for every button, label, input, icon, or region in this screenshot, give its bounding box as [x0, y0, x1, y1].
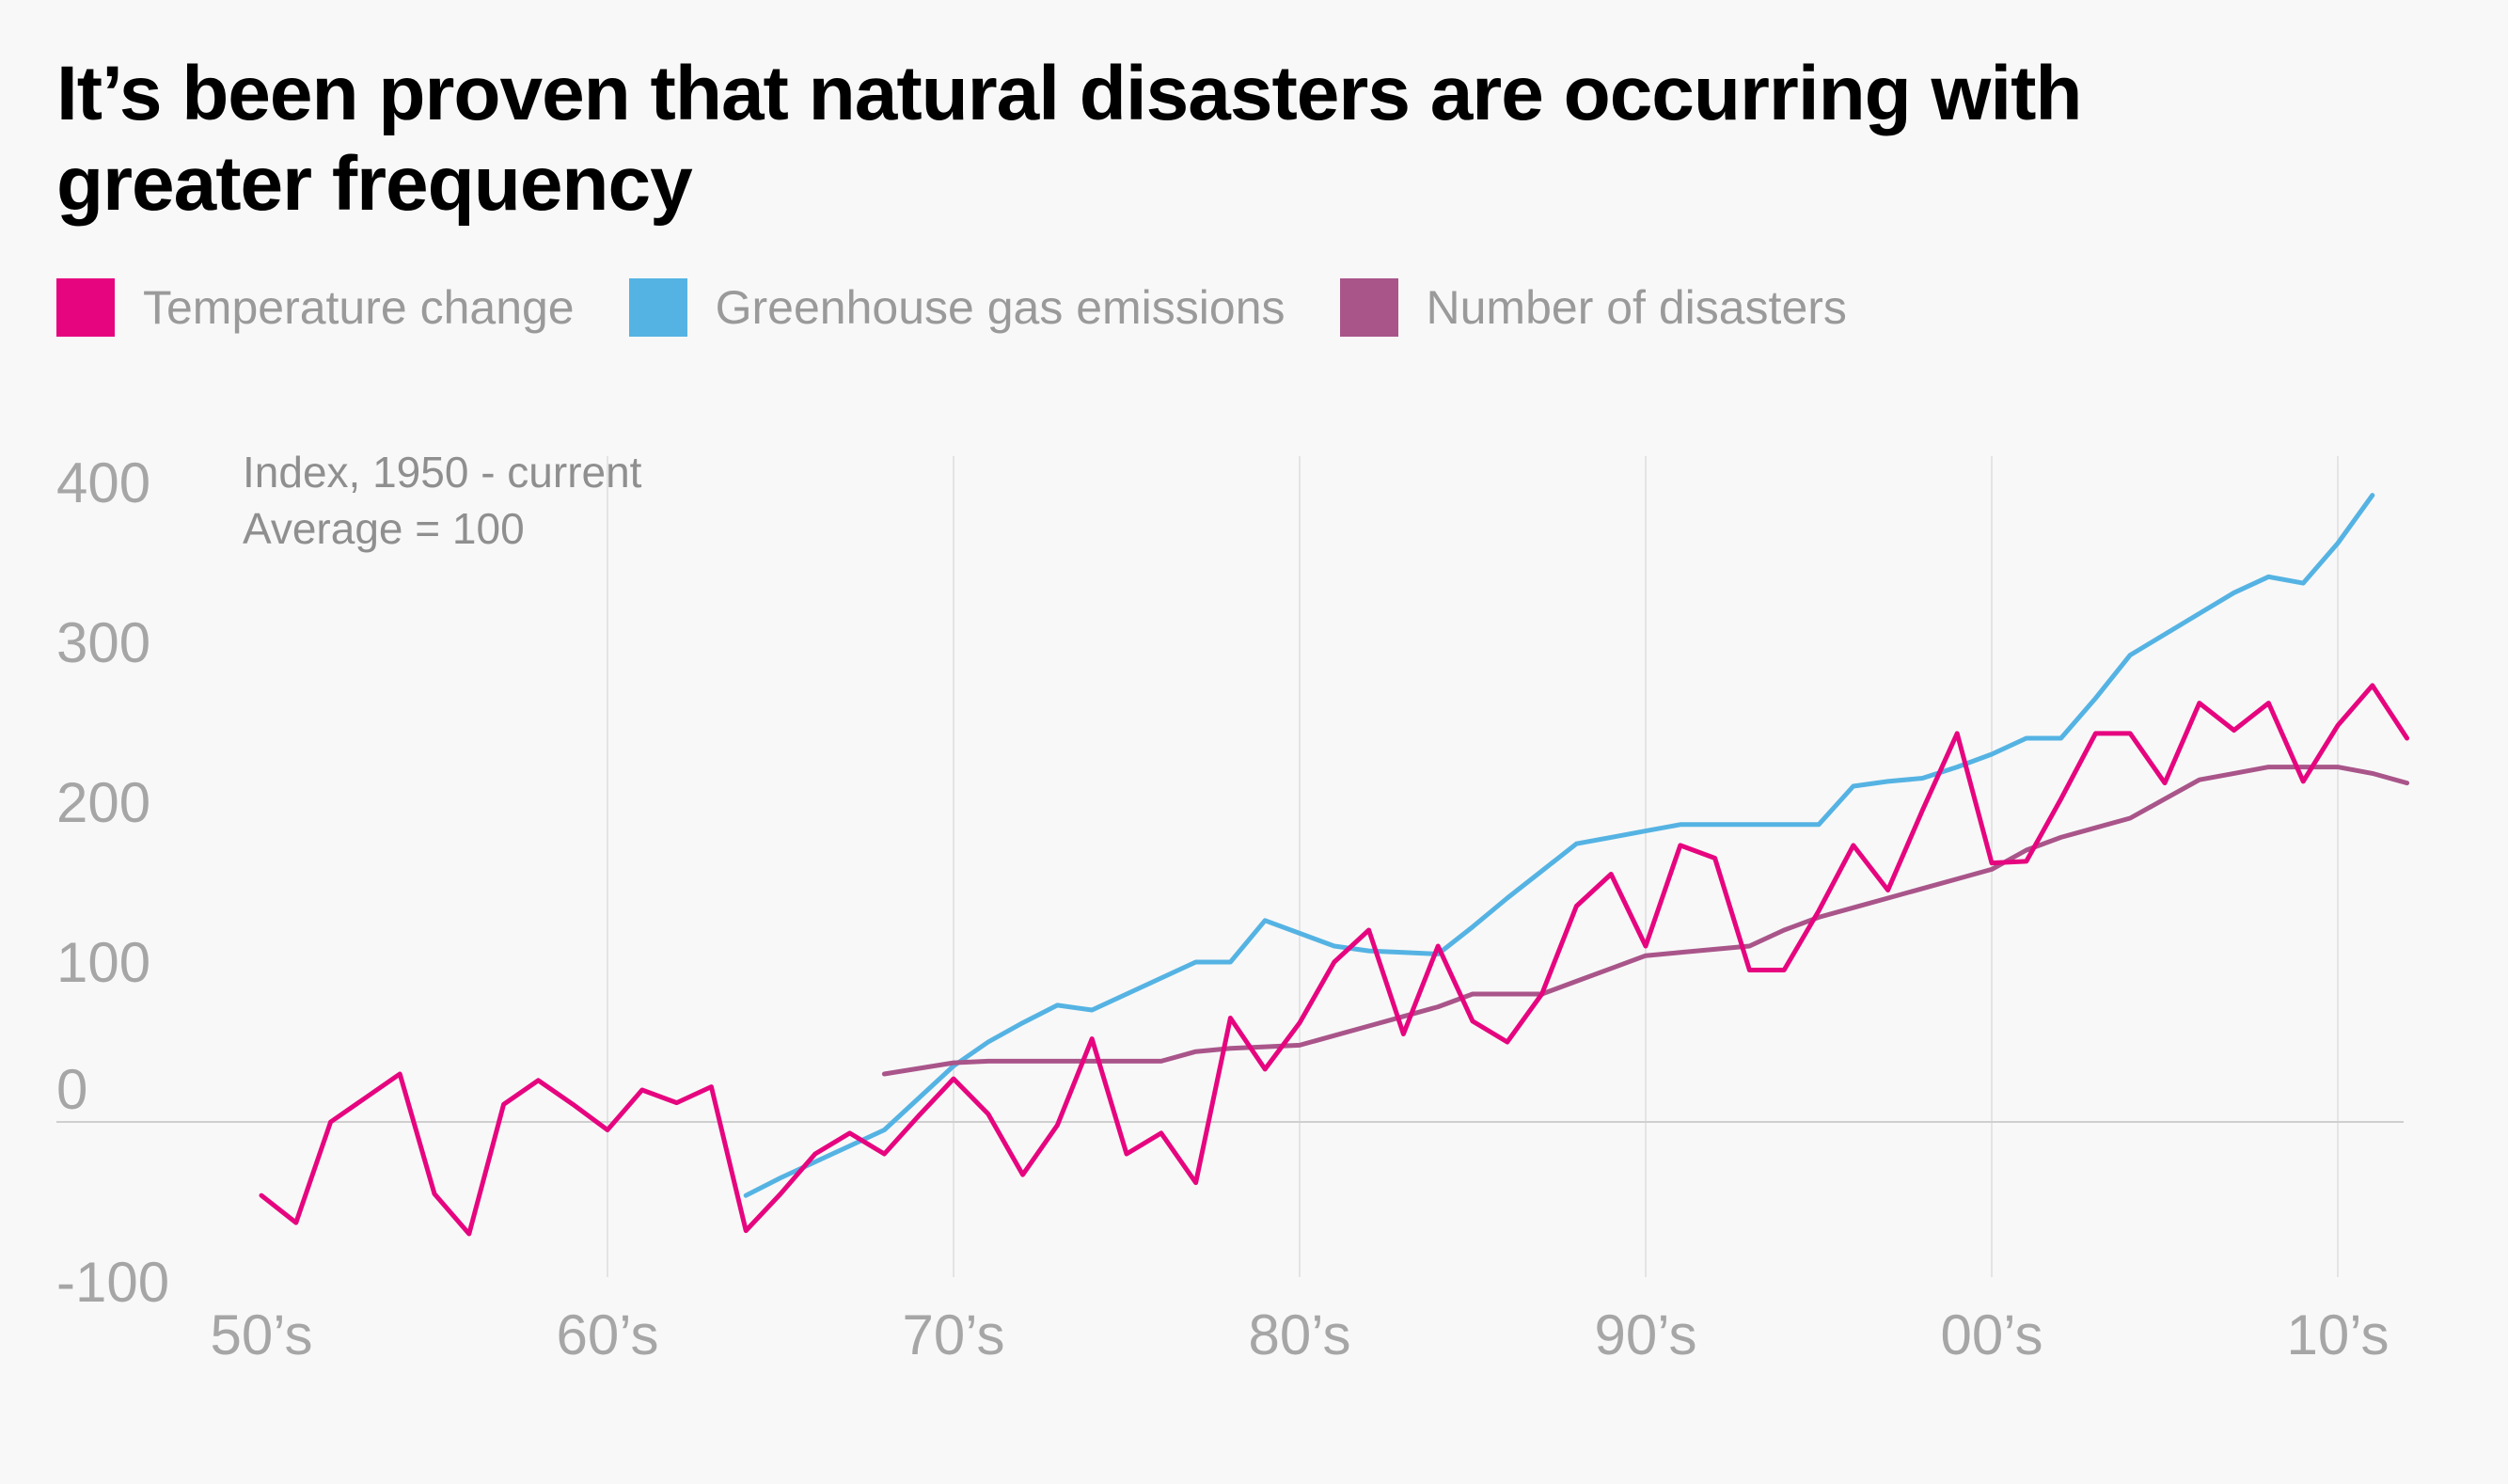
y-tick-label-4: 300 [56, 611, 150, 674]
legend-item-disasters: Number of disasters [1339, 278, 1847, 337]
y-tick-label-5: 400 [56, 451, 150, 514]
chart-title: It’s been proven that natural disasters … [56, 51, 2083, 227]
x-tick-label-6: 10’s [2287, 1303, 2390, 1366]
x-tick-label-4: 90’s [1595, 1303, 1697, 1366]
series-line-number-of-disasters [881, 765, 2410, 1077]
legend-item-greenhouse: Greenhouse gas emissions [628, 278, 1286, 337]
x-tick-label-0: 50’s [211, 1303, 313, 1366]
annotation-line-1: Index, 1950 - current [243, 448, 642, 497]
x-tick-label-3: 80’s [1249, 1303, 1351, 1366]
legend-swatch-disasters [1339, 278, 1398, 337]
legend-label-disasters: Number of disasters [1426, 281, 1847, 334]
y-tick-label-3: 200 [56, 771, 150, 834]
series-line-greenhouse-gas-emissions [743, 493, 2375, 1198]
x-tick-label-2: 70’s [903, 1303, 1005, 1366]
series-line-temperature-change [259, 683, 2410, 1237]
legend: Temperature change Greenhouse gas emissi… [56, 278, 1901, 337]
legend-label-temperature: Temperature change [143, 281, 575, 334]
y-tick-label-0: -100 [56, 1251, 169, 1314]
legend-swatch-temperature [56, 278, 115, 337]
y-tick-label-2: 100 [56, 931, 150, 994]
x-tick-label-1: 60’s [557, 1303, 659, 1366]
legend-item-temperature: Temperature change [56, 278, 575, 337]
legend-swatch-greenhouse [628, 278, 687, 337]
y-tick-label-1: 0 [56, 1058, 87, 1121]
x-tick-label-5: 00’s [1941, 1303, 2043, 1366]
annotation-line-2: Average = 100 [243, 504, 525, 553]
legend-label-greenhouse: Greenhouse gas emissions [715, 281, 1286, 334]
